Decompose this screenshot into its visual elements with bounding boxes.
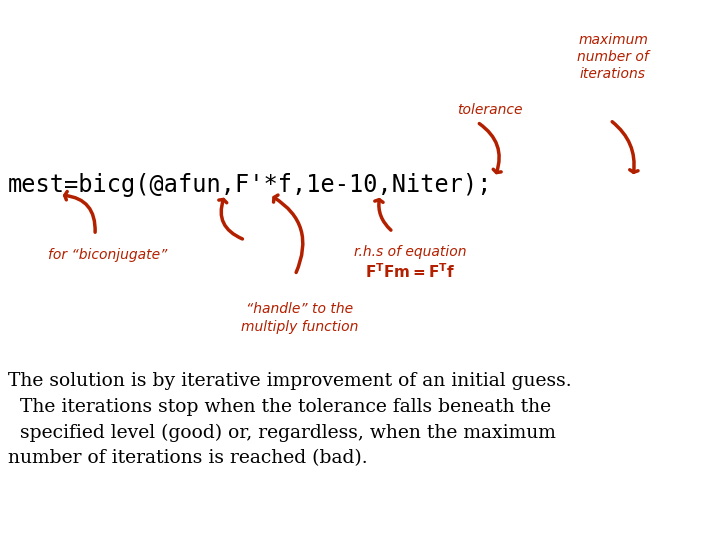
Text: for “biconjugate”: for “biconjugate”	[48, 248, 168, 262]
Text: maximum
number of
iterations: maximum number of iterations	[577, 33, 649, 82]
Text: tolerance: tolerance	[457, 103, 523, 117]
Text: r.h.s of equation: r.h.s of equation	[354, 245, 467, 259]
Text: The solution is by iterative improvement of an initial guess.
  The iterations s: The solution is by iterative improvement…	[8, 372, 572, 468]
Text: mest=bicg(@afun,F'*f,1e-10,Niter);: mest=bicg(@afun,F'*f,1e-10,Niter);	[8, 173, 492, 197]
Text: “handle” to the
multiply function: “handle” to the multiply function	[241, 302, 359, 334]
Text: $\mathbf{F^TFm=F^Tf}$: $\mathbf{F^TFm=F^Tf}$	[365, 262, 455, 281]
